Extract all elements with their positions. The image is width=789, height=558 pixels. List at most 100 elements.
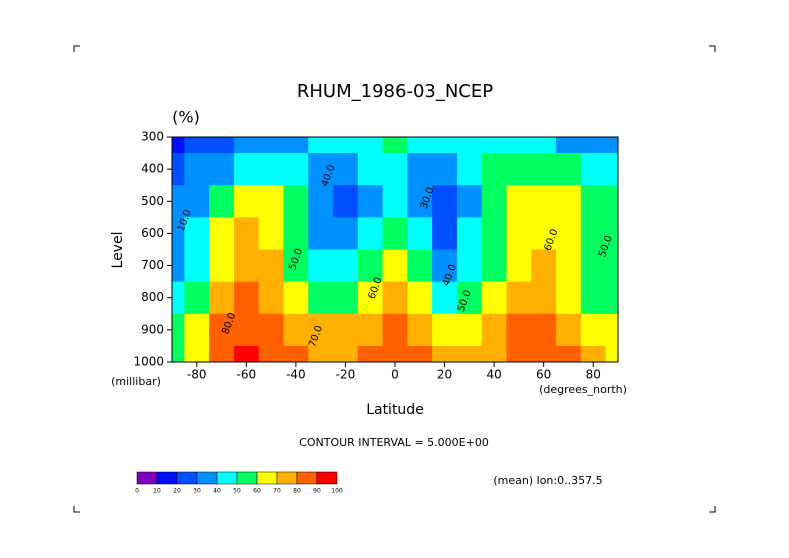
field-cell <box>556 313 582 347</box>
field-cell <box>481 217 507 250</box>
field-cell <box>283 137 309 154</box>
field-cell <box>172 153 185 186</box>
field-cell <box>605 137 619 154</box>
field-cell <box>605 217 619 250</box>
field-cell <box>506 281 532 315</box>
field-cell <box>308 185 334 218</box>
x-tick-label: -80 <box>187 368 207 382</box>
field-cell <box>333 281 359 315</box>
colorbar-swatch <box>256 471 278 485</box>
colorbar-label: 80 <box>293 488 301 495</box>
field-cell <box>382 281 408 315</box>
colorbar-label: 10 <box>153 488 161 495</box>
field-cell <box>432 153 458 186</box>
y-tick-label: 300 <box>141 130 164 144</box>
y-tick-label: 400 <box>141 162 164 176</box>
field-cell <box>382 137 408 154</box>
field-cell <box>184 185 210 218</box>
footnote: (mean) lon:0..357.5 <box>493 474 602 487</box>
field-cell <box>432 217 458 250</box>
field-cell <box>233 137 260 154</box>
field-cell <box>333 313 359 347</box>
field-cell <box>184 345 210 363</box>
field-cell <box>456 313 483 347</box>
field-cell <box>209 345 235 363</box>
colorbar-swatch <box>196 471 218 485</box>
field-cell <box>605 153 619 186</box>
x-tick-label: -60 <box>237 368 257 382</box>
x-tick-label: 60 <box>536 368 551 382</box>
field-cell <box>308 249 334 283</box>
field-cell <box>357 153 384 186</box>
field-cell <box>531 249 557 283</box>
field-cell <box>481 345 507 363</box>
field-cell <box>456 137 483 154</box>
field-cell <box>184 137 210 154</box>
field-cell <box>357 185 384 218</box>
field-cell <box>333 153 359 186</box>
field-cell <box>580 153 607 186</box>
field-cell <box>184 313 210 347</box>
field-cell <box>506 153 532 186</box>
field-cell <box>172 313 185 347</box>
y-axis-label: Level <box>110 232 126 269</box>
field-cell <box>506 345 532 363</box>
x-tick-label: -40 <box>286 368 306 382</box>
field-cell <box>258 217 284 250</box>
field-cell <box>382 249 408 283</box>
field-cell <box>506 217 532 250</box>
field-cell <box>382 185 408 218</box>
field-cell <box>580 185 607 218</box>
field <box>172 137 619 363</box>
field-cell <box>308 345 334 363</box>
field-cell <box>456 153 483 186</box>
field-cell <box>357 137 384 154</box>
field-cell <box>283 249 309 283</box>
field-cell <box>209 217 235 250</box>
colorbar-swatch <box>236 471 258 485</box>
field-cell <box>333 249 359 283</box>
colorbar-label: 60 <box>253 488 261 495</box>
field-cell <box>605 185 619 218</box>
field-cell <box>209 137 235 154</box>
x-tick-label: 0 <box>391 368 399 382</box>
field-cell <box>333 345 359 363</box>
y-tick-label: 1000 <box>133 355 164 369</box>
field-cell <box>184 281 210 315</box>
field-cell <box>172 185 185 218</box>
y-tick-label: 800 <box>141 290 164 304</box>
colorbar-swatch <box>296 471 318 485</box>
field-cell <box>456 281 483 315</box>
field-cell <box>556 185 582 218</box>
contour-interval-note: CONTOUR INTERVAL = 5.000E+00 <box>299 436 489 449</box>
colorbar-swatch <box>136 471 158 485</box>
field-cell <box>531 281 557 315</box>
field-cell <box>172 217 185 250</box>
y-tick-label: 900 <box>141 322 164 336</box>
corner-marks <box>73 45 716 513</box>
y-tick-label: 600 <box>141 226 164 240</box>
field-cell <box>172 137 185 154</box>
field-cell <box>233 185 260 218</box>
field-cell <box>233 345 260 363</box>
field-cell <box>456 345 483 363</box>
field-cell <box>580 217 607 250</box>
field-cell <box>481 281 507 315</box>
field-cell <box>531 185 557 218</box>
x-axis-label: Latitude <box>366 402 424 418</box>
field-cell <box>556 153 582 186</box>
x-tick-label: 20 <box>437 368 452 382</box>
field-cell <box>308 153 334 186</box>
field-cell <box>605 313 619 347</box>
colorbar-label: 50 <box>233 488 241 495</box>
field-cell <box>233 217 260 250</box>
field-cell <box>580 281 607 315</box>
colorbar-label: 40 <box>213 488 221 495</box>
colorbar-label: 100 <box>331 488 343 495</box>
field-cell <box>432 281 458 315</box>
field-cell <box>382 153 408 186</box>
field-cell <box>172 249 185 283</box>
colorbar-swatch <box>156 471 178 485</box>
field-cell <box>308 281 334 315</box>
